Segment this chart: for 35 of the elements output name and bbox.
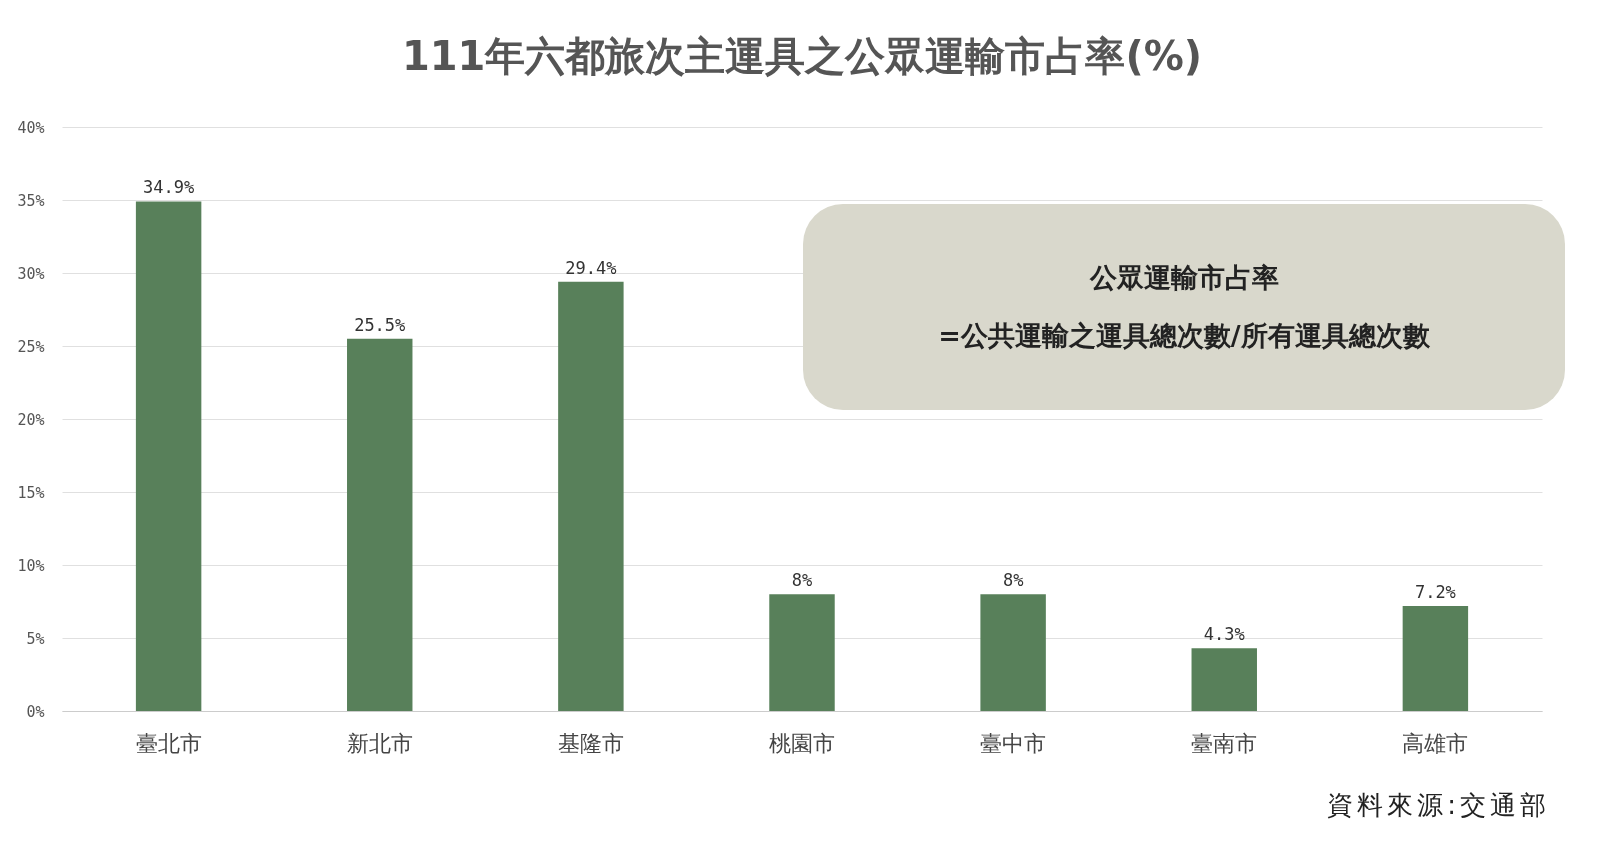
y-tick-label: 25% — [17, 337, 45, 356]
y-tick-label: 35% — [17, 191, 45, 210]
y-tick-label: 20% — [17, 410, 45, 429]
bar — [558, 281, 624, 711]
x-tick-label: 臺南市 — [1191, 730, 1258, 756]
x-tick-label: 新北市 — [346, 730, 413, 756]
x-tick-label: 高雄市 — [1402, 730, 1469, 756]
y-tick-label: 40% — [17, 118, 45, 137]
data-label: 8% — [1002, 570, 1024, 591]
x-tick-label: 臺北市 — [135, 730, 202, 756]
bar — [347, 338, 413, 711]
y-tick-label: 15% — [17, 483, 45, 502]
x-tick-label: 桃園市 — [769, 730, 835, 756]
source-note: 資料來源:交通部 — [1327, 789, 1550, 822]
note-box: 公眾運輸市占率 =公共運輸之運具總次數/所有運具總次數 — [803, 204, 1565, 410]
bar — [135, 201, 202, 711]
bar — [1191, 648, 1257, 711]
y-tick-label: 10% — [17, 556, 45, 575]
bar — [769, 594, 835, 711]
data-label: 29.4% — [565, 257, 617, 278]
x-tick-label: 臺中市 — [980, 730, 1047, 756]
bar — [1402, 605, 1469, 711]
x-tick-label: 基隆市 — [557, 730, 624, 756]
annotation: 公眾運輸市占率 — [1089, 261, 1279, 295]
chart-title: 111年六都旅次主運具之公眾運輸市占率(%) — [401, 33, 1203, 79]
data-label: 25.5% — [354, 314, 406, 335]
annotation: =公共運輸之運具總次數/所有運具總次數 — [938, 319, 1430, 353]
data-label: 34.9% — [143, 177, 195, 198]
y-tick-label: 5% — [26, 629, 45, 648]
data-label: 4.3% — [1203, 624, 1245, 645]
y-tick-label: 0% — [26, 702, 45, 721]
bar — [980, 594, 1046, 711]
data-label: 8% — [791, 570, 813, 591]
y-tick-label: 30% — [17, 264, 45, 283]
data-label: 7.2% — [1414, 581, 1456, 602]
